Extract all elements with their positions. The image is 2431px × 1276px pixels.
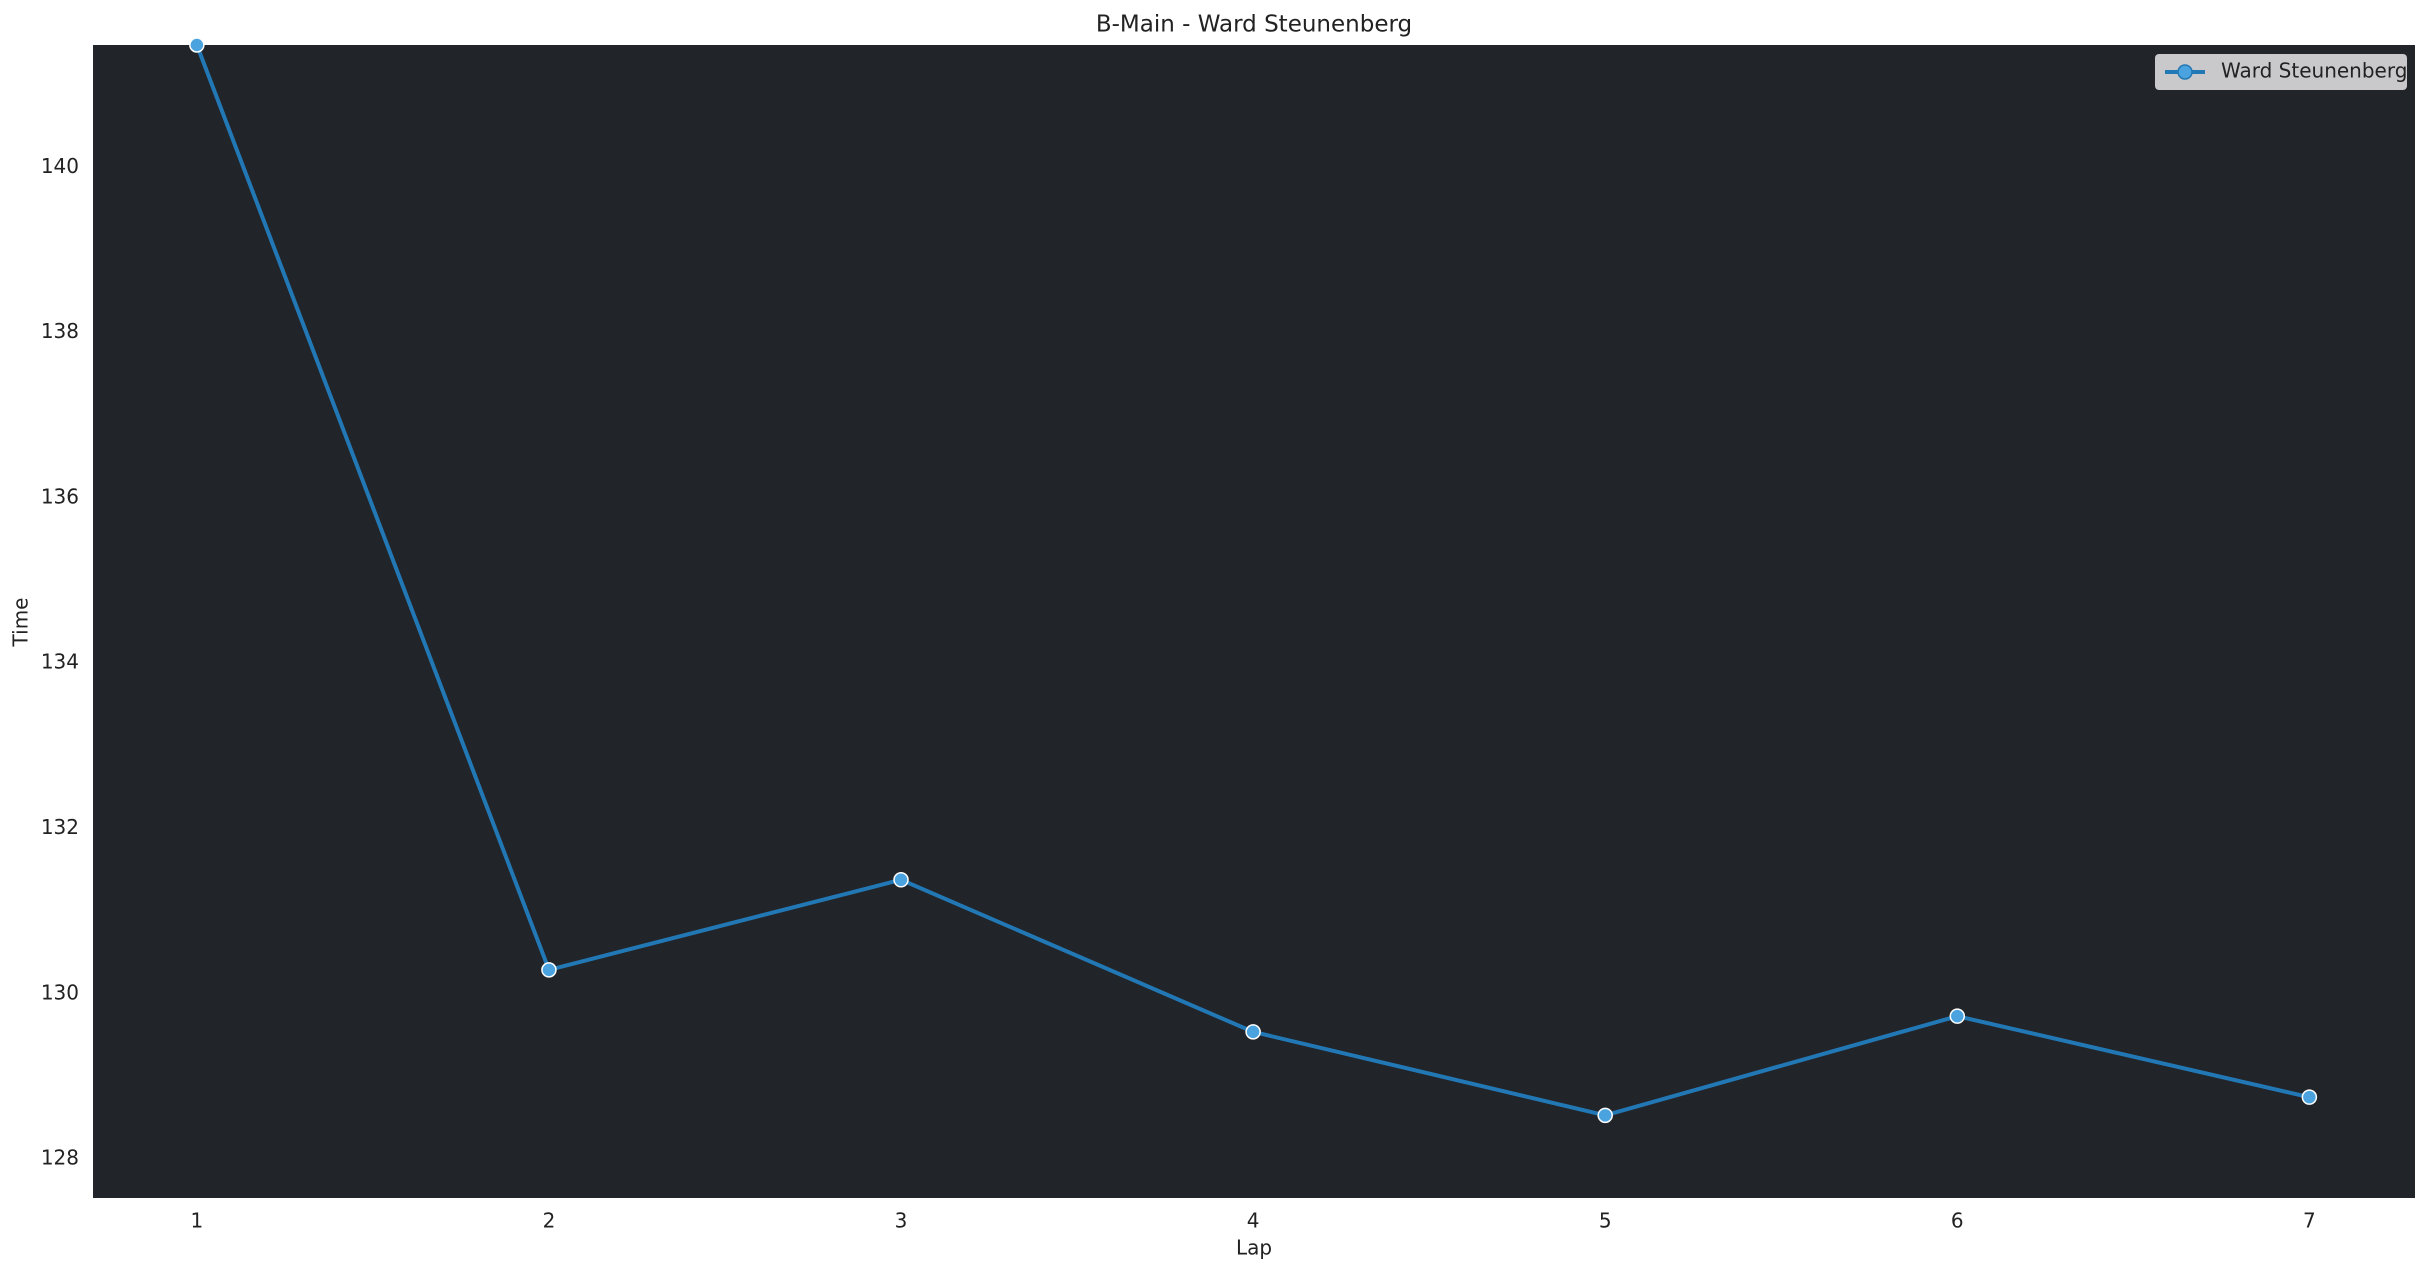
y-tick-label: 130: [41, 980, 79, 1004]
legend-box: [2155, 54, 2407, 90]
y-tick-label: 140: [41, 154, 79, 178]
plot-area: [93, 45, 2415, 1198]
y-tick-label: 136: [41, 484, 79, 508]
data-point: [1949, 1008, 1966, 1024]
y-axis-label: Time: [9, 598, 33, 648]
legend-marker: [2177, 64, 2193, 80]
legend-label: Ward Steunenberg: [2221, 59, 2407, 83]
data-point: [893, 872, 909, 888]
x-tick-label: 3: [895, 1209, 908, 1233]
x-tick-label: 4: [1247, 1209, 1260, 1233]
data-point: [1245, 1024, 1261, 1040]
y-tick-label: 138: [41, 319, 79, 343]
x-tick-label: 6: [1951, 1209, 1964, 1233]
data-point: [1597, 1107, 1613, 1124]
x-axis-label: Lap: [1236, 1236, 1272, 1260]
y-tick-label: 134: [41, 650, 79, 674]
data-point: [2301, 1089, 2318, 1105]
x-tick-label: 5: [1599, 1209, 1612, 1233]
data-point: [189, 37, 205, 53]
plot-clip: [189, 37, 2318, 1124]
y-tick-label: 132: [41, 815, 79, 839]
x-tick-label: 1: [190, 1209, 203, 1233]
x-tick-label: 2: [543, 1209, 556, 1233]
y-tick-label: 128: [41, 1146, 79, 1170]
x-tick-label: 7: [2303, 1209, 2316, 1233]
chart-title: B-Main - Ward Steunenberg: [1096, 12, 1412, 38]
data-point: [541, 962, 557, 978]
